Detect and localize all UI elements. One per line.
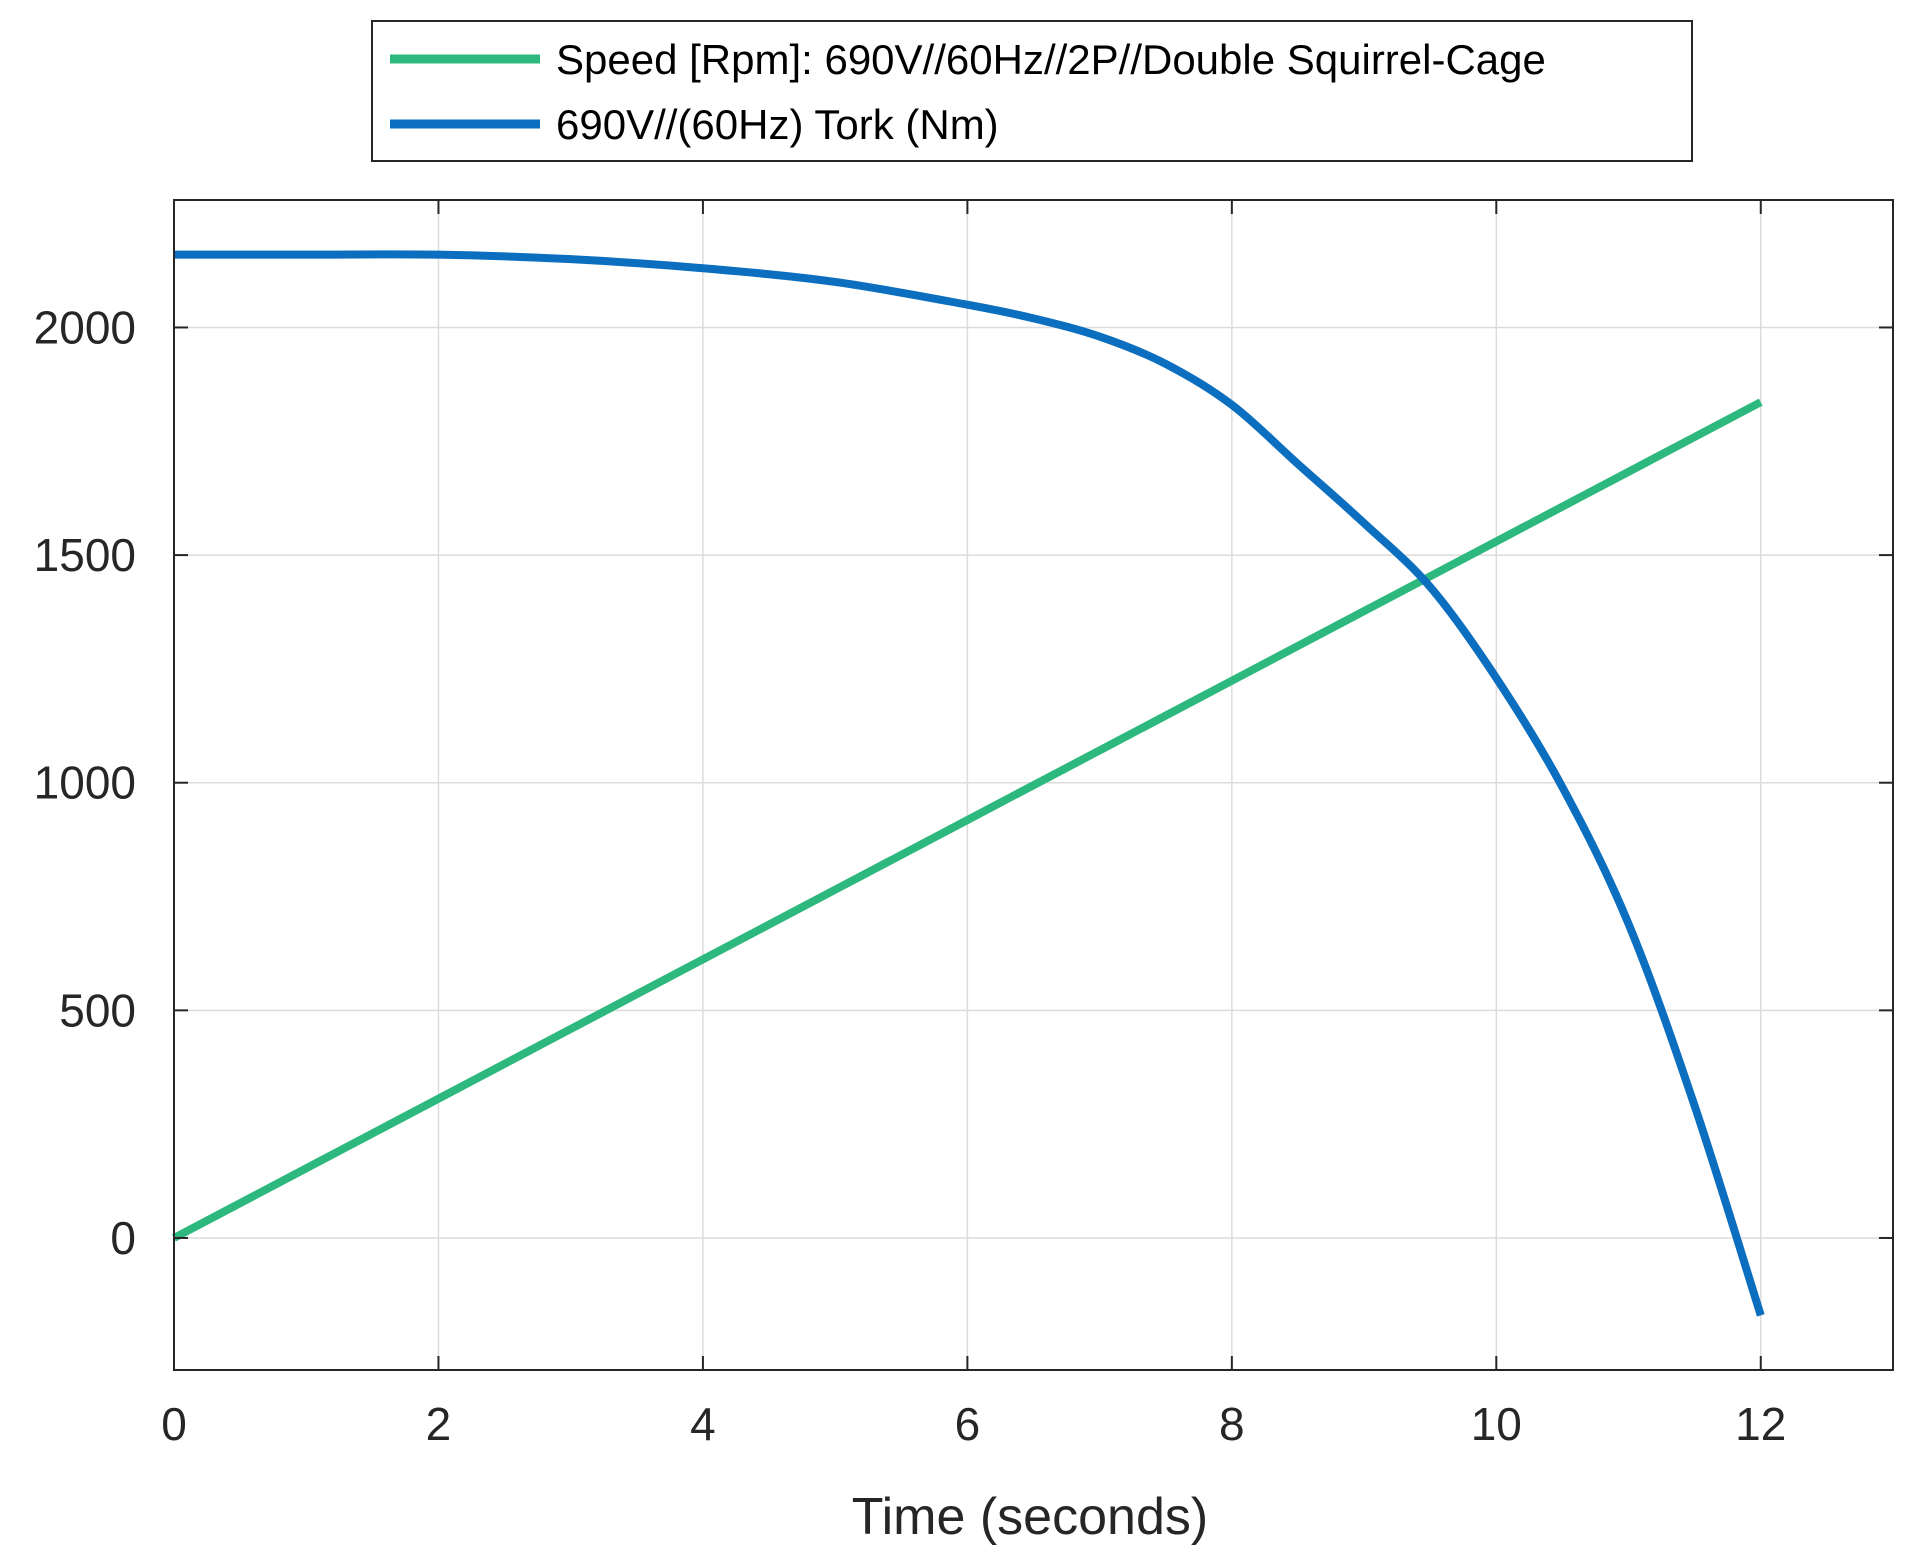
series-line-torque [174, 250, 1765, 1317]
x-tick-labels: 0 2 4 6 8 10 12 [161, 1398, 1786, 1450]
y-tick-label: 1000 [34, 757, 136, 809]
ticks-layer [173, 200, 1893, 1370]
legend-label-torque: 690V//(60Hz) Tork (Nm) [556, 101, 999, 148]
y-tick-label: 2000 [34, 301, 136, 353]
y-tick-label: 0 [110, 1212, 136, 1264]
plot-frame [173, 199, 1894, 1371]
x-tick-label: 8 [1219, 1398, 1245, 1450]
x-tick-label: 4 [690, 1398, 716, 1450]
x-tick-label: 6 [955, 1398, 981, 1450]
y-tick-label: 1500 [34, 529, 136, 581]
x-tick-label: 10 [1471, 1398, 1522, 1450]
x-axis-title: Time (seconds) [852, 1488, 1208, 1546]
legend-label-speed: Speed [Rpm]: 690V//60Hz//2P//Double Squi… [556, 36, 1546, 83]
y-tick-label: 500 [59, 984, 136, 1036]
x-tick-label: 2 [426, 1398, 452, 1450]
series-layer [172, 250, 1765, 1317]
x-tick-label: 0 [161, 1398, 187, 1450]
series-line-speed [172, 398, 1763, 1242]
y-tick-labels: 0 500 1000 1500 2000 [34, 301, 136, 1264]
legend-box [371, 20, 1693, 162]
legend: Speed [Rpm]: 690V//60Hz//2P//Double Squi… [371, 20, 1693, 162]
plot-area: 0 2 4 6 8 10 12 0 500 1000 1500 2000 [34, 199, 1894, 1450]
x-tick-label: 12 [1735, 1398, 1786, 1450]
